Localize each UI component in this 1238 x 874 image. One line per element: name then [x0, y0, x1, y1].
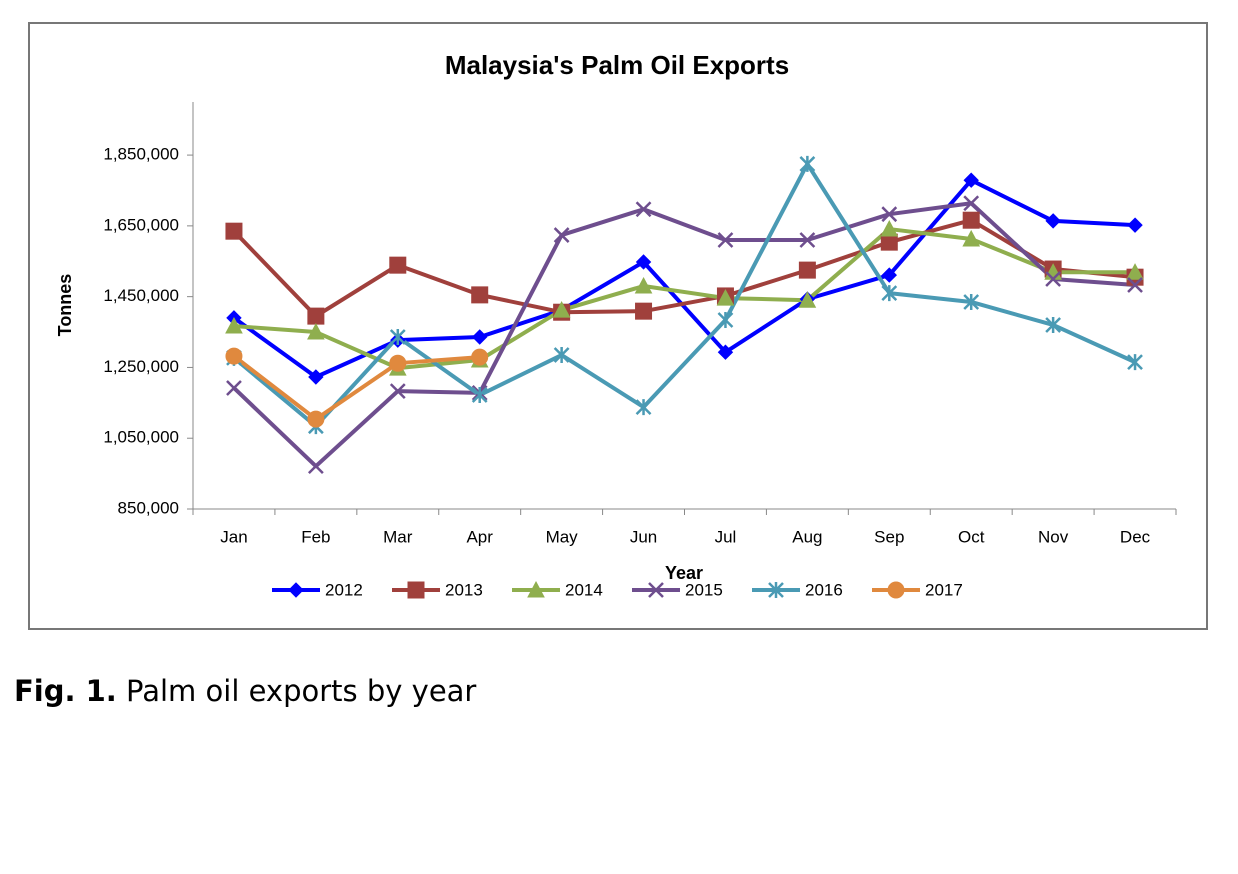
- data-point: [225, 347, 243, 365]
- data-point: [881, 285, 898, 302]
- x-tick-label: Apr: [466, 527, 493, 546]
- legend-label: 2012: [325, 580, 363, 599]
- data-point: [799, 155, 816, 172]
- y-tick-label: 1,850,000: [103, 145, 179, 164]
- legend-marker: [527, 580, 545, 598]
- legend-marker: [648, 582, 664, 598]
- legend-marker: [407, 581, 425, 599]
- data-point: [1045, 213, 1061, 229]
- data-point: [471, 286, 489, 304]
- y-axis-label: Tonnes: [55, 274, 75, 337]
- data-point: [1127, 354, 1143, 371]
- legend-marker: [288, 582, 304, 598]
- series-line: [232, 201, 1136, 469]
- data-point: [307, 307, 325, 325]
- legend-label: 2015: [685, 580, 723, 599]
- series-line: [233, 227, 1136, 371]
- x-tick-label: Jan: [220, 527, 247, 546]
- series-line: [232, 354, 480, 422]
- data-point: [471, 387, 488, 404]
- data-point: [553, 227, 570, 243]
- data-point: [716, 289, 735, 306]
- x-tick-label: Jun: [630, 527, 657, 546]
- caption-label: Fig. 1.: [14, 674, 117, 708]
- legend-label: 2016: [805, 580, 843, 599]
- legend-label: 2013: [445, 580, 483, 599]
- x-tick-label: Dec: [1120, 527, 1151, 546]
- data-point: [307, 410, 325, 428]
- data-point: [798, 291, 817, 308]
- data-point: [307, 458, 324, 475]
- data-point: [1127, 277, 1143, 293]
- chart: Malaysia's Palm Oil Exports Year Tonnes …: [28, 22, 1208, 630]
- series-line: [232, 178, 1136, 379]
- data-point: [553, 347, 570, 364]
- y-tick-label: 1,250,000: [103, 357, 179, 376]
- x-tick-label: May: [546, 527, 579, 546]
- caption: Fig. 1. Palm oil exports by year: [14, 674, 476, 708]
- data-point: [963, 172, 979, 188]
- data-point: [1045, 271, 1062, 287]
- data-point: [962, 229, 981, 247]
- chart-title: Malaysia's Palm Oil Exports: [445, 50, 789, 80]
- data-point: [717, 344, 734, 360]
- data-point: [225, 316, 243, 334]
- x-tick-label: Aug: [792, 527, 822, 546]
- data-point: [308, 369, 324, 385]
- data-point: [962, 211, 980, 229]
- x-axis-label: Year: [665, 563, 703, 583]
- series-line: [232, 218, 1136, 319]
- y-tick-label: 1,050,000: [103, 428, 179, 447]
- data-point: [225, 222, 243, 240]
- data-point: [1126, 263, 1144, 280]
- series-line: [232, 161, 1136, 429]
- data-point: [963, 293, 980, 310]
- data-point: [635, 399, 652, 416]
- x-tick-label: Feb: [301, 527, 330, 546]
- data-point: [389, 383, 406, 400]
- data-point: [552, 301, 571, 318]
- x-tick-label: Jul: [715, 527, 737, 546]
- x-tick-label: Mar: [383, 527, 413, 546]
- data-point: [1127, 217, 1143, 233]
- y-tick-label: 1,650,000: [103, 215, 179, 234]
- data-point: [717, 232, 734, 248]
- data-point: [1045, 316, 1062, 333]
- data-point: [389, 354, 407, 372]
- data-point: [471, 348, 489, 366]
- data-point: [307, 322, 325, 340]
- legend-marker: [887, 581, 905, 599]
- data-point: [881, 267, 897, 283]
- x-tick-label: Oct: [958, 527, 985, 546]
- data-point: [717, 312, 734, 329]
- data-point: [226, 380, 242, 396]
- legend-label: 2014: [565, 580, 603, 599]
- data-point: [635, 302, 653, 320]
- x-tick-label: Sep: [874, 527, 904, 546]
- legend-label: 2017: [925, 580, 963, 599]
- x-tick-label: Nov: [1038, 527, 1069, 546]
- data-point: [881, 206, 898, 223]
- caption-text: Palm oil exports by year: [126, 674, 477, 708]
- data-point: [389, 256, 407, 274]
- data-point: [880, 219, 899, 237]
- data-point: [963, 195, 980, 212]
- chart-frame: [28, 22, 1208, 630]
- data-point: [472, 329, 488, 345]
- data-point: [798, 261, 816, 279]
- data-point: [635, 254, 652, 270]
- data-point: [389, 328, 406, 345]
- y-tick-label: 1,450,000: [103, 286, 179, 305]
- data-point: [635, 201, 652, 218]
- legend-marker: [768, 582, 784, 598]
- data-point: [634, 276, 653, 294]
- data-point: [799, 232, 816, 248]
- y-tick-label: 850,000: [118, 498, 179, 517]
